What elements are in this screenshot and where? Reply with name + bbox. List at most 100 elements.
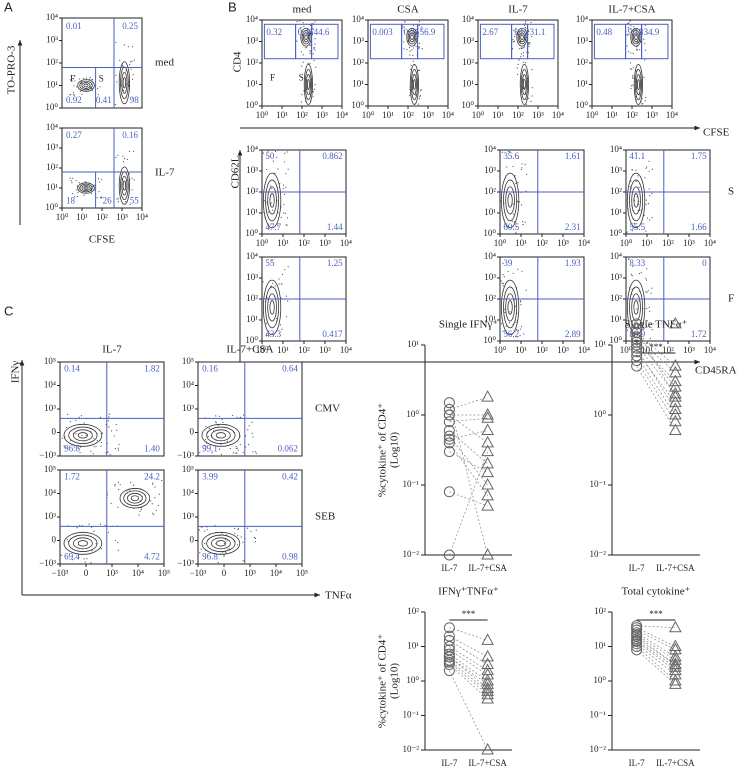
event-dot (229, 447, 231, 450)
gate-value: 2.31 (565, 222, 581, 232)
pair-line (449, 640, 488, 665)
event-dot (502, 273, 504, 276)
event-dot (507, 270, 509, 273)
event-dot (254, 541, 256, 543)
event-dot (254, 537, 257, 540)
event-dot (93, 446, 95, 448)
gate-value: 0.42 (282, 472, 298, 482)
event-dot (133, 59, 135, 61)
x-tick-label: 10⁰ (586, 110, 599, 120)
event-dot (644, 100, 646, 102)
event-dot (122, 155, 124, 157)
event-dot (220, 453, 222, 455)
y-tick-label: 10⁰ (461, 100, 474, 110)
event-dot (88, 523, 90, 525)
event-dot (506, 166, 508, 168)
event-dot (512, 272, 514, 275)
event-dot (152, 482, 154, 484)
gate-value: 50 (265, 151, 275, 161)
event-dot (511, 220, 513, 222)
contour (269, 193, 275, 208)
y-tick-label: 10³ (484, 272, 496, 282)
y-tick-label: 10² (484, 293, 496, 303)
y-tick-label: 10³ (46, 35, 58, 45)
event-dot (271, 209, 274, 211)
event-dot (279, 324, 282, 326)
pair-line (449, 396, 488, 410)
contour (304, 69, 312, 100)
event-dot (646, 307, 648, 310)
gate-value: 56.2 (503, 329, 519, 339)
contour (626, 172, 646, 229)
pair-line (449, 430, 488, 440)
event-dot (90, 562, 92, 564)
pair-line (449, 417, 488, 423)
event-dot (242, 414, 245, 416)
event-dot (630, 87, 632, 90)
x-tick-label: 10⁰ (362, 110, 375, 120)
event-dot (108, 413, 110, 415)
y-axis-label: %cytokine⁺ of CD4⁺ (377, 403, 389, 497)
event-dot (313, 47, 315, 49)
gate-value: 0.01 (66, 21, 82, 31)
event-dot (157, 504, 159, 507)
event-dot (303, 25, 305, 28)
event-dot (274, 285, 276, 287)
gate-value: 0.25 (122, 21, 138, 31)
event-dot (255, 529, 257, 531)
y-tick-label: 10¹ (246, 207, 258, 217)
event-dot (75, 180, 77, 182)
contour (520, 69, 528, 100)
event-dot (154, 486, 156, 488)
gate-value: 43.3 (265, 329, 281, 339)
event-dot (246, 527, 249, 529)
event-dot (404, 21, 406, 23)
y-tick-label: 0 (52, 427, 57, 437)
event-dot (524, 164, 526, 166)
event-dot (208, 427, 210, 430)
gate-value: 0.48 (596, 27, 612, 37)
event-dot (418, 20, 420, 23)
event-dot (415, 45, 417, 48)
point (669, 407, 682, 420)
event-dot (79, 524, 81, 527)
y-tick-label: 10¹ (246, 314, 258, 324)
y-tick-label: 10² (246, 57, 258, 67)
contour (83, 186, 89, 190)
event-dot (634, 199, 636, 201)
event-dot (418, 69, 421, 72)
event-dot (523, 87, 526, 89)
event-dot (636, 48, 638, 50)
y-tick-label: 10⁴ (44, 488, 56, 498)
event-dot (517, 268, 519, 270)
y-tick-label: 10² (246, 293, 258, 303)
contour (500, 172, 520, 229)
contour (517, 30, 527, 45)
x-axis-label: CFSE (89, 234, 116, 246)
pair-line (449, 430, 488, 465)
y-tick-label: 10¹ (610, 314, 622, 324)
point (481, 687, 494, 700)
event-dot (253, 536, 256, 539)
event-dot (502, 285, 504, 287)
contour (635, 74, 641, 95)
x-tick-label: 10³ (646, 110, 658, 120)
event-dot (402, 27, 404, 29)
event-dot (237, 449, 239, 451)
pair-line (636, 341, 676, 382)
event-dot (89, 76, 91, 79)
contour (63, 423, 103, 447)
event-dot (265, 322, 268, 324)
event-dot (644, 177, 646, 179)
pair-line (636, 332, 676, 367)
contour (81, 82, 91, 89)
event-dot (237, 535, 239, 537)
gate-value: 3.99 (202, 472, 218, 482)
event-dot (651, 287, 653, 289)
panel-label: A (4, 0, 13, 14)
event-dot (203, 445, 205, 447)
event-dot (63, 445, 65, 447)
point (669, 423, 682, 436)
plot-frame (59, 469, 165, 565)
